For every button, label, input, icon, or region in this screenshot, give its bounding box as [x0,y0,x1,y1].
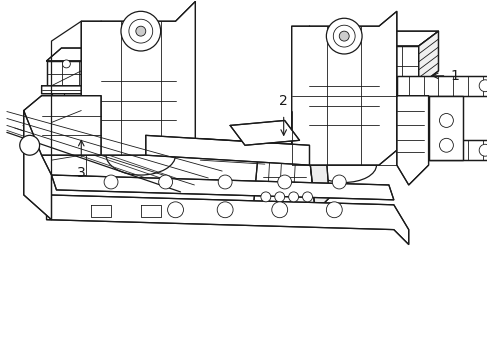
Polygon shape [46,48,126,61]
Polygon shape [24,96,101,155]
Polygon shape [291,11,396,165]
Circle shape [104,175,118,189]
Polygon shape [346,86,426,104]
Circle shape [260,192,270,202]
Circle shape [129,19,152,43]
Circle shape [121,11,161,51]
Polygon shape [396,140,487,160]
Polygon shape [51,175,393,200]
Text: 3: 3 [77,166,85,180]
Circle shape [325,202,342,218]
Polygon shape [46,61,111,86]
Polygon shape [396,76,487,96]
Circle shape [302,192,312,202]
Polygon shape [346,104,358,113]
Circle shape [439,113,452,127]
Circle shape [277,175,291,189]
Polygon shape [81,1,195,155]
Polygon shape [252,157,315,212]
Circle shape [62,60,70,68]
Circle shape [333,25,354,47]
Polygon shape [396,96,427,185]
Polygon shape [24,111,51,220]
Circle shape [274,192,284,202]
Text: 1: 1 [449,69,458,83]
Circle shape [439,138,452,152]
Circle shape [20,135,40,155]
Polygon shape [346,81,446,104]
Circle shape [478,80,488,92]
Polygon shape [257,144,325,157]
Circle shape [158,175,172,189]
Polygon shape [41,73,131,94]
Circle shape [288,192,298,202]
Polygon shape [427,96,462,160]
Polygon shape [46,195,408,244]
Text: 2: 2 [279,94,287,108]
Circle shape [167,202,183,218]
Circle shape [271,202,287,218]
Circle shape [217,202,233,218]
Polygon shape [309,144,328,212]
Circle shape [325,18,361,54]
Circle shape [136,26,145,36]
Polygon shape [230,121,299,145]
Circle shape [339,31,348,41]
Circle shape [218,175,232,189]
Polygon shape [418,31,438,86]
Circle shape [332,175,346,189]
Polygon shape [111,48,126,86]
Polygon shape [413,104,426,113]
Polygon shape [353,46,418,86]
Polygon shape [353,31,438,46]
Polygon shape [145,135,309,165]
Circle shape [478,144,488,156]
